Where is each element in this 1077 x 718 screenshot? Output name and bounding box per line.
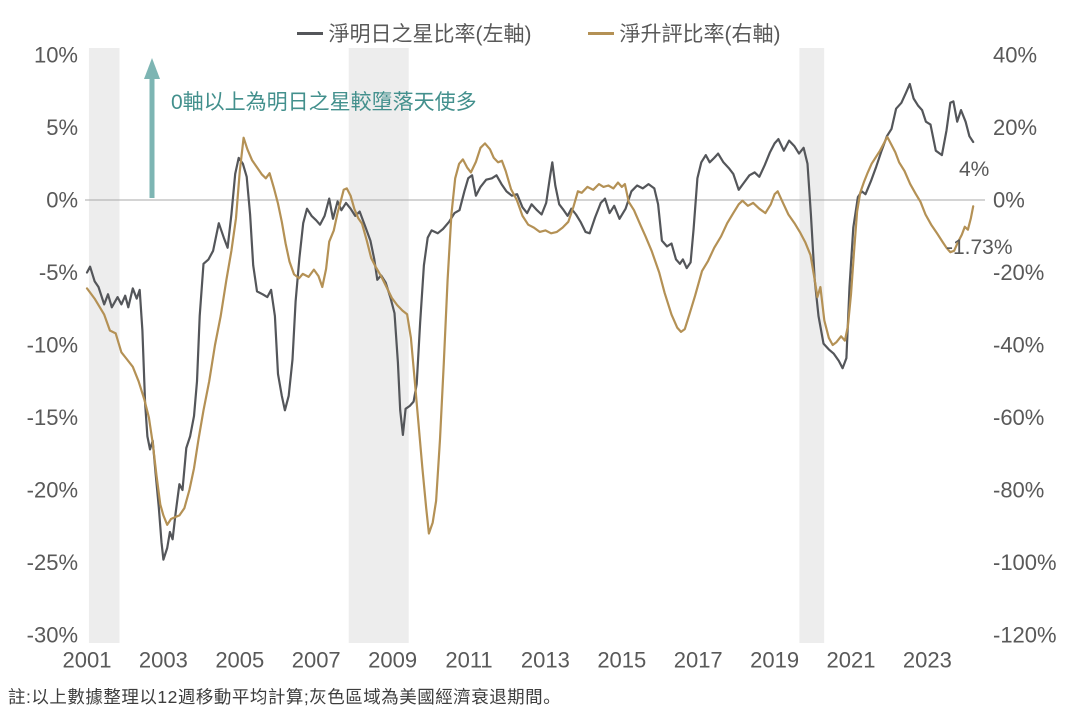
x-axis-tick-label: 2021 <box>827 648 876 673</box>
right-axis-tick-label: 20% <box>993 115 1037 140</box>
x-axis-tick-label: 2005 <box>215 648 264 673</box>
up-arrow-head-icon <box>144 58 160 79</box>
x-axis-tick-label: 2011 <box>445 648 492 673</box>
series-end-label-right: -1.73% <box>946 236 1013 259</box>
right-axis-tick-label: -80% <box>993 478 1044 503</box>
legend-swatch-net-upgrade <box>587 31 614 35</box>
series-end-label-left: 4% <box>959 158 989 181</box>
x-axis-tick-label: 2017 <box>674 648 723 673</box>
left-axis-tick-label: -10% <box>27 333 78 358</box>
tomorrow-star-series-line <box>85 82 975 561</box>
x-axis-tick-label: 2015 <box>597 648 646 673</box>
recession-band <box>799 48 825 643</box>
x-axis-tick-label: 2009 <box>368 648 417 673</box>
x-axis-tick-label: 2007 <box>292 648 341 673</box>
recession-band <box>88 48 120 643</box>
left-axis-tick-label: -30% <box>27 623 78 648</box>
legend-label-tomorrow-star: 淨明日之星比率(左軸) <box>328 23 532 46</box>
legend-item-net-upgrade: 淨升評比率(右軸) <box>587 18 781 48</box>
left-axis-tick-label: -5% <box>39 260 78 285</box>
x-axis-tick-label: 2019 <box>750 648 799 673</box>
legend-label-net-upgrade: 淨升評比率(右軸) <box>619 23 781 46</box>
right-axis-tick-label: 0% <box>993 188 1025 213</box>
x-axis-tick-label: 2013 <box>521 648 570 673</box>
x-axis-tick-label: 2003 <box>139 648 188 673</box>
footnote: 註:以上數據整理以12週移動平均計算;灰色區域為美國經濟衰退期間。 <box>8 687 562 707</box>
legend-swatch-tomorrow-star <box>296 31 323 35</box>
left-axis-tick-label: 5% <box>46 115 78 140</box>
right-axis-tick-label: -60% <box>993 405 1044 430</box>
right-axis-tick-label: -20% <box>993 260 1044 285</box>
left-axis-tick-label: -20% <box>27 478 78 503</box>
recession-band <box>348 48 409 643</box>
left-axis-tick-label: -15% <box>27 405 78 430</box>
net-upgrade-series-line <box>85 135 975 535</box>
legend-item-tomorrow-star: 淨明日之星比率(左軸) <box>296 18 532 48</box>
right-axis-tick-label: 40% <box>993 43 1037 68</box>
left-axis-tick-label: -25% <box>27 550 78 575</box>
x-axis-tick-label: 2001 <box>63 648 112 673</box>
left-axis-tick-label: 0% <box>46 188 78 213</box>
legend: 淨明日之星比率(左軸) 淨升評比率(右軸) <box>0 18 1077 48</box>
right-axis-tick-label: -100% <box>993 550 1057 575</box>
x-axis-tick-label: 2023 <box>903 648 952 673</box>
right-axis-tick-label: -120% <box>993 623 1057 648</box>
right-axis-tick-label: -40% <box>993 333 1044 358</box>
annotation-text: 0軸以上為明日之星較墮落天使多 <box>171 91 477 114</box>
left-axis-tick-label: 10% <box>34 43 78 68</box>
